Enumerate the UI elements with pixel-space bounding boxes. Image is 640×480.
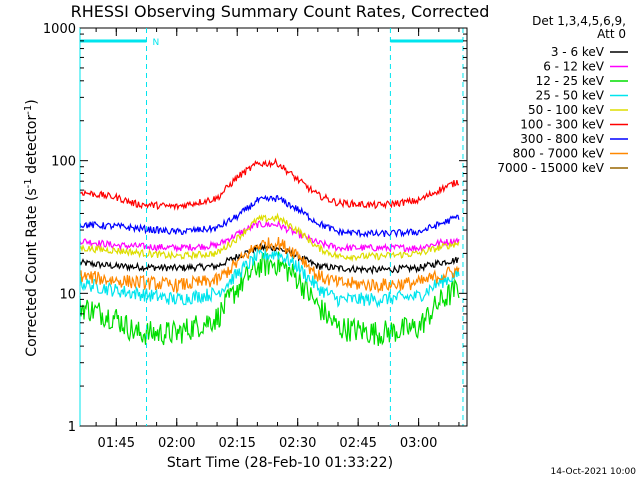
series-line <box>79 247 460 309</box>
series-line <box>79 219 460 254</box>
y-tick-label: 100 <box>51 155 76 170</box>
x-tick-label: 01:45 <box>98 436 135 451</box>
legend-label: 12 - 25 keV <box>536 74 605 88</box>
series-line <box>79 251 460 346</box>
y-tick-label: 1 <box>68 420 76 435</box>
series-line <box>79 212 460 262</box>
series-line <box>79 237 460 294</box>
legend-header-line-1: Det 1,3,4,5,6,9, <box>532 14 626 28</box>
legend-header-line-2: Att 0 <box>597 27 626 41</box>
x-tick-label: 02:00 <box>158 436 195 451</box>
legend-label: 25 - 50 keV <box>536 89 605 103</box>
legend-label: 800 - 7000 keV <box>513 147 605 161</box>
y-axis-label: Corrected Count Rate (s-1 detector-1) <box>23 99 40 356</box>
legend-label: 7000 - 15000 keV <box>497 161 604 175</box>
y-tick-label: 1000 <box>43 22 76 37</box>
y-tick-label: 10 <box>59 287 76 302</box>
x-tick-label: 03:00 <box>400 436 437 451</box>
night-marker-label: N <box>153 38 160 48</box>
chart-title: RHESSI Observing Summary Count Rates, Co… <box>71 2 490 21</box>
series-line <box>79 157 459 211</box>
legend-label: 6 - 12 keV <box>543 60 605 74</box>
legend-label: 300 - 800 keV <box>520 132 604 146</box>
x-tick-label: 02:15 <box>218 436 255 451</box>
timestamp: 14-Oct-2021 10:00 <box>551 467 637 477</box>
series-line <box>79 194 460 239</box>
x-tick-label: 02:30 <box>279 436 316 451</box>
x-tick-label: 02:45 <box>339 436 376 451</box>
x-axis-label: Start Time (28-Feb-10 01:33:22) <box>167 455 393 471</box>
legend-label: 50 - 100 keV <box>528 103 605 117</box>
legend-label: 3 - 6 keV <box>551 45 605 59</box>
legend-label: 100 - 300 keV <box>520 118 604 132</box>
